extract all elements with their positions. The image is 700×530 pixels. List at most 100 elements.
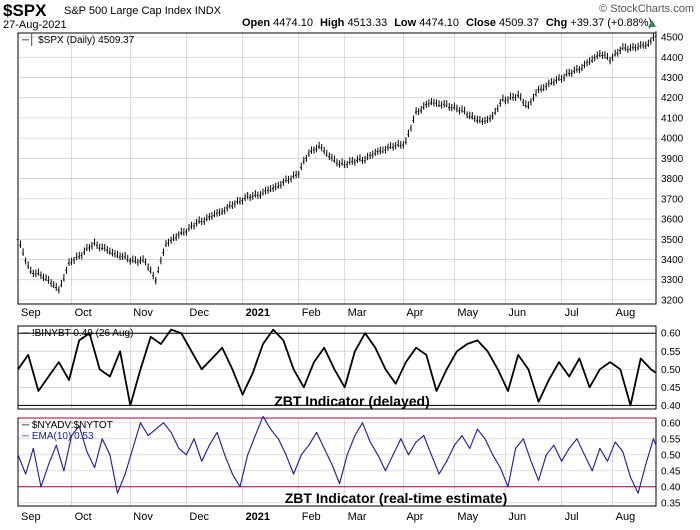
indicator-point bbox=[629, 404, 631, 406]
x-label-top: Mar bbox=[348, 307, 367, 319]
indicator-point bbox=[637, 492, 639, 494]
indicator-point bbox=[17, 454, 19, 456]
price-point bbox=[527, 105, 530, 107]
indicator-point bbox=[160, 343, 162, 345]
x-label-top: Oct bbox=[75, 307, 92, 319]
indicator-point bbox=[599, 368, 601, 370]
indicator-point bbox=[487, 350, 489, 352]
y-tick-label: 0.50 bbox=[661, 365, 681, 376]
indicator-point bbox=[395, 383, 397, 385]
price-point bbox=[456, 107, 458, 109]
indicator-point bbox=[655, 372, 657, 374]
indicator-point bbox=[405, 361, 407, 363]
indicator-point bbox=[650, 368, 652, 370]
indicator-point bbox=[553, 444, 555, 446]
indicator-point bbox=[201, 460, 203, 462]
y-tick-label: 0.40 bbox=[661, 482, 681, 493]
x-label-top: Sep bbox=[21, 307, 41, 319]
up-arrow-icon bbox=[648, 20, 656, 27]
indicator-point bbox=[492, 454, 494, 456]
y-tick-label: 0.45 bbox=[661, 466, 681, 477]
indicator-point bbox=[538, 401, 540, 403]
price-point bbox=[583, 64, 586, 66]
ohlc-chg: Chg +39.37 (+0.88%) bbox=[545, 17, 653, 29]
indicator-point bbox=[400, 438, 402, 440]
indicator-point bbox=[640, 357, 642, 359]
x-label-top: Aug bbox=[616, 307, 636, 319]
panel-legend-1: ─│ $SPX (Daily) 4509.37 bbox=[21, 33, 135, 47]
y-tick-label: 4300 bbox=[661, 73, 684, 84]
price-point bbox=[129, 258, 131, 261]
indicator-point bbox=[384, 368, 386, 370]
watermark: © StockCharts.com bbox=[599, 3, 694, 15]
price-point bbox=[502, 99, 504, 101]
ohlc-high: High 4513.33 bbox=[319, 17, 388, 29]
indicator-point bbox=[48, 463, 50, 465]
price-point bbox=[109, 250, 111, 253]
indicator-point bbox=[68, 379, 70, 381]
price-point bbox=[599, 52, 601, 54]
y-tick-label: 3300 bbox=[661, 275, 684, 286]
y-tick-label: 0.50 bbox=[661, 450, 681, 461]
indicator-point bbox=[150, 336, 152, 338]
y-tick-label: 4000 bbox=[661, 134, 684, 145]
ohlc-open: Open 4474.10 bbox=[242, 17, 313, 29]
price-point bbox=[145, 260, 147, 263]
indicator-point bbox=[32, 447, 34, 449]
indicator-point bbox=[25, 473, 27, 475]
x-label-bottom: Oct bbox=[75, 511, 92, 523]
price-point bbox=[68, 262, 70, 265]
indicator-point bbox=[254, 435, 256, 437]
indicator-point bbox=[515, 447, 517, 449]
price-point bbox=[481, 121, 484, 123]
x-label-top: 2021 bbox=[246, 307, 270, 319]
indicator-point bbox=[193, 438, 195, 440]
y-tick-label: 0.40 bbox=[661, 401, 681, 412]
indicator-point bbox=[139, 368, 141, 370]
indicator-point bbox=[392, 454, 394, 456]
indicator-point bbox=[466, 343, 468, 345]
indicator-point bbox=[282, 339, 284, 341]
indicator-point bbox=[374, 347, 376, 349]
indicator-point bbox=[27, 354, 29, 356]
indicator-point bbox=[522, 438, 524, 440]
indicator-point bbox=[354, 350, 356, 352]
y-tick-label: 0.45 bbox=[661, 383, 681, 394]
indicator-point bbox=[17, 368, 19, 370]
indicator-point bbox=[423, 435, 425, 437]
y-tick-label: 3400 bbox=[661, 255, 684, 266]
indicator-point bbox=[548, 379, 550, 381]
y-tick-label: 3500 bbox=[661, 235, 684, 246]
panel-frame-1 bbox=[17, 32, 657, 305]
panel-annotation-3: ZBT Indicator (real-time estimate) bbox=[285, 490, 508, 506]
indicator-point bbox=[517, 354, 519, 356]
indicator-point bbox=[436, 390, 438, 392]
x-label-top: May bbox=[457, 307, 478, 319]
y-tick-label: 0.55 bbox=[661, 347, 681, 358]
indicator-point bbox=[231, 473, 233, 475]
indicator-point bbox=[415, 441, 417, 443]
ohlc-readout: Open 4474.10 High 4513.33 Low 4474.10 Close… bbox=[242, 17, 659, 29]
indicator-point bbox=[272, 329, 274, 331]
x-label-bottom: May bbox=[457, 511, 478, 523]
indicator-point bbox=[344, 386, 346, 388]
y-tick-label: 3600 bbox=[661, 215, 684, 226]
x-label-top: Feb bbox=[302, 307, 321, 319]
y-tick-label: 0.35 bbox=[661, 498, 681, 509]
indicator-point bbox=[476, 428, 478, 430]
indicator-point bbox=[101, 438, 103, 440]
y-tick-label: 3200 bbox=[661, 295, 684, 306]
indicator-point bbox=[607, 460, 609, 462]
x-label-top: Apr bbox=[406, 307, 423, 319]
indicator-point bbox=[507, 390, 509, 392]
price-point bbox=[298, 171, 300, 174]
price-point bbox=[609, 58, 611, 60]
indicator-point bbox=[99, 368, 101, 370]
indicator-point bbox=[119, 350, 121, 352]
indicator-point bbox=[313, 361, 315, 363]
indicator-point bbox=[545, 454, 547, 456]
price-point bbox=[221, 210, 223, 212]
indicator-point bbox=[58, 361, 60, 363]
indicator-point bbox=[155, 428, 157, 430]
indicator-point bbox=[178, 447, 180, 449]
